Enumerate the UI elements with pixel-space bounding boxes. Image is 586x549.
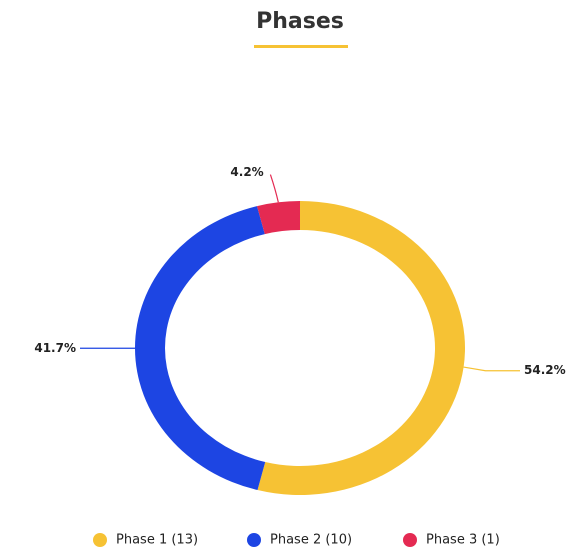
title-underline — [254, 45, 348, 48]
donut-segment — [257, 201, 300, 235]
legend-marker — [403, 533, 417, 547]
legend-label: Phase 3 (1) — [426, 533, 500, 548]
data-label: 54.2% — [524, 363, 566, 377]
leader-line — [269, 174, 279, 203]
data-label: 4.2% — [230, 165, 263, 179]
leader-line — [463, 366, 520, 372]
legend-marker — [93, 533, 107, 547]
legend-marker — [247, 533, 261, 547]
data-label: 41.7% — [34, 341, 76, 355]
legend-label: Phase 2 (10) — [270, 533, 352, 548]
legend-label: Phase 1 (13) — [116, 533, 198, 548]
chart-title: Phases — [256, 9, 344, 34]
donut-segment — [257, 201, 465, 495]
donut-segment — [135, 206, 266, 491]
